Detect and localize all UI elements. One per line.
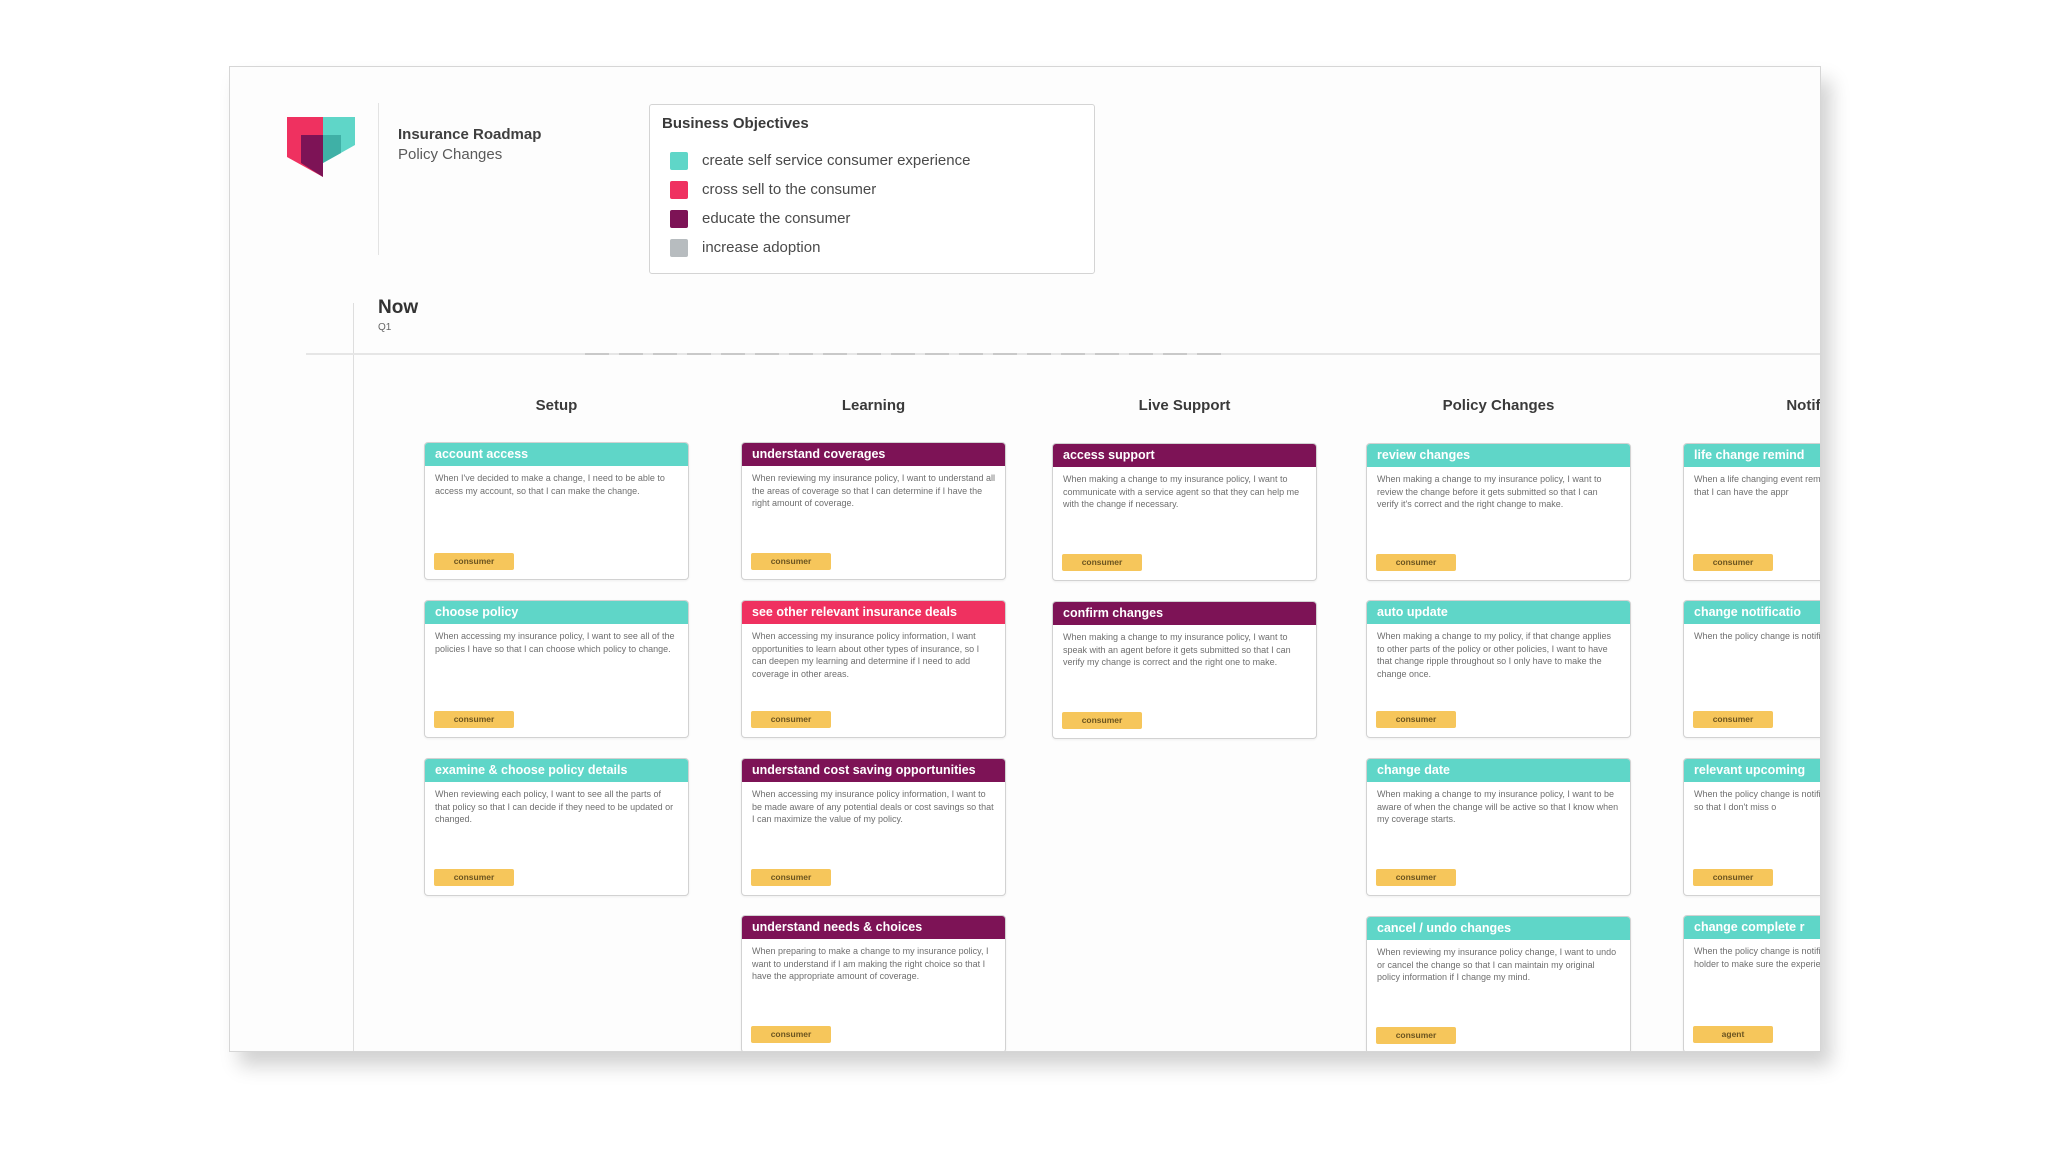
persona-tag[interactable]: consumer: [1376, 1027, 1456, 1044]
story-card-title: relevant upcoming: [1684, 759, 1820, 782]
objective-label: create self service consumer experience: [702, 152, 971, 169]
objective-swatch: [670, 209, 688, 228]
story-card-body: When making a change to my insurance pol…: [1063, 474, 1300, 509]
story-card-title: auto update: [1367, 601, 1630, 624]
persona-tag[interactable]: consumer: [1693, 554, 1773, 571]
story-card-body: When preparing to make a change to my in…: [752, 946, 989, 981]
story-card[interactable]: examine & choose policy details When rev…: [424, 758, 689, 896]
story-card[interactable]: account access When I've decided to make…: [424, 442, 689, 580]
story-card-body: When reviewing each policy, I want to se…: [435, 789, 674, 824]
persona-tag[interactable]: consumer: [1062, 554, 1142, 571]
story-card-body: When the policy change is notified of an…: [1694, 789, 1821, 812]
story-card-title: access support: [1053, 444, 1316, 467]
persona-tag[interactable]: consumer: [434, 869, 514, 886]
persona-tag[interactable]: consumer: [434, 553, 514, 570]
story-card-title: choose policy: [425, 601, 688, 624]
story-card-title: life change remind: [1684, 444, 1820, 467]
story-card-body: When a life changing event remember to m…: [1694, 474, 1821, 497]
story-card[interactable]: change date When making a change to my i…: [1366, 758, 1631, 896]
objective-item[interactable]: educate the consumer: [662, 204, 1082, 233]
story-card-body: When making a change to my policy, if th…: [1377, 631, 1611, 679]
story-card-body: When making a change to my insurance pol…: [1377, 474, 1602, 509]
release-dashed-divider: [585, 353, 1225, 355]
persona-tag[interactable]: consumer: [1376, 711, 1456, 728]
story-card[interactable]: change complete r When the policy change…: [1683, 915, 1821, 1051]
persona-tag[interactable]: consumer: [751, 553, 831, 570]
story-card[interactable]: understand coverages When reviewing my i…: [741, 442, 1006, 580]
objective-swatch: [670, 238, 688, 257]
story-card[interactable]: confirm changes When making a change to …: [1052, 601, 1317, 739]
story-card[interactable]: understand needs & choices When preparin…: [741, 915, 1006, 1051]
column-header-learning[interactable]: Learning: [841, 397, 906, 414]
roadmap-title-block: Insurance Roadmap Policy Changes: [398, 125, 541, 165]
story-card[interactable]: auto update When making a change to my p…: [1366, 600, 1631, 738]
release-subtitle: Q1: [378, 322, 392, 333]
column-header-setup[interactable]: Setup: [535, 397, 578, 414]
story-card[interactable]: change notificatio When the policy chang…: [1683, 600, 1821, 738]
story-card[interactable]: understand cost saving opportunities Whe…: [741, 758, 1006, 896]
story-card[interactable]: see other relevant insurance deals When …: [741, 600, 1006, 738]
persona-tag[interactable]: consumer: [1693, 869, 1773, 886]
column-header-live-support[interactable]: Live Support: [1138, 397, 1231, 414]
story-card[interactable]: life change remind When a life changing …: [1683, 443, 1821, 581]
story-card-title: review changes: [1367, 444, 1630, 467]
story-card-body: When I've decided to make a change, I ne…: [435, 473, 665, 496]
story-card-body: When reviewing my insurance policy, I wa…: [752, 473, 995, 508]
story-card-title: account access: [425, 443, 688, 466]
persona-tag[interactable]: consumer: [1062, 712, 1142, 729]
roadmap-canvas[interactable]: Insurance Roadmap Policy Changes Busines…: [229, 66, 1821, 1052]
persona-tag[interactable]: consumer: [434, 711, 514, 728]
story-card-title: understand needs & choices: [742, 916, 1005, 939]
story-card-title: cancel / undo changes: [1367, 917, 1630, 940]
business-objectives-panel: Business Objectives create self service …: [649, 104, 1095, 274]
story-card-title: change notificatio: [1684, 601, 1820, 624]
story-card-title: change date: [1367, 759, 1630, 782]
persona-tag[interactable]: consumer: [1376, 554, 1456, 571]
persona-tag[interactable]: consumer: [751, 1026, 831, 1043]
objective-swatch: [670, 151, 688, 170]
story-card-title: understand cost saving opportunities: [742, 759, 1005, 782]
story-card-title: examine & choose policy details: [425, 759, 688, 782]
objective-label: increase adoption: [702, 239, 821, 256]
story-card-body: When accessing my insurance policy infor…: [752, 789, 994, 824]
persona-tag[interactable]: consumer: [1376, 869, 1456, 886]
story-card-title: understand coverages: [742, 443, 1005, 466]
persona-tag[interactable]: agent: [1693, 1026, 1773, 1043]
story-card-body: When the policy change is notified so th…: [1694, 631, 1821, 641]
story-card-title: confirm changes: [1053, 602, 1316, 625]
story-card-body: When accessing my insurance policy infor…: [752, 631, 980, 679]
roadmap-subtitle: Policy Changes: [398, 146, 503, 163]
objective-label: cross sell to the consumer: [702, 181, 877, 198]
story-card-body: When accessing my insurance policy, I wa…: [435, 631, 675, 654]
column-header-policy-changes[interactable]: Policy Changes: [1442, 397, 1555, 414]
objective-item[interactable]: cross sell to the consumer: [662, 175, 1082, 204]
column-header-notifications[interactable]: Notific: [1786, 397, 1821, 414]
story-card-body: When making a change to my insurance pol…: [1377, 789, 1619, 824]
story-card-body: When the policy change is notified immed…: [1694, 946, 1821, 969]
story-card-title: change complete r: [1684, 916, 1820, 939]
persona-tag[interactable]: consumer: [751, 711, 831, 728]
release-title: Now: [378, 297, 419, 318]
story-card-title: see other relevant insurance deals: [742, 601, 1005, 624]
persona-tag[interactable]: consumer: [1693, 711, 1773, 728]
roadmap-title: Insurance Roadmap: [398, 126, 542, 143]
persona-tag[interactable]: consumer: [751, 869, 831, 886]
story-card[interactable]: cancel / undo changes When reviewing my …: [1366, 916, 1631, 1051]
objective-item[interactable]: increase adoption: [662, 233, 1082, 262]
story-card[interactable]: review changes When making a change to m…: [1366, 443, 1631, 581]
app-logo-icon: [287, 117, 355, 177]
story-card-body: When making a change to my insurance pol…: [1063, 632, 1291, 667]
objective-label: educate the consumer: [702, 210, 851, 227]
objectives-title: Business Objectives: [662, 115, 809, 132]
story-card[interactable]: choose policy When accessing my insuranc…: [424, 600, 689, 738]
story-card[interactable]: relevant upcoming When the policy change…: [1683, 758, 1821, 896]
header-divider: [378, 103, 379, 255]
objective-item[interactable]: create self service consumer experience: [662, 146, 1082, 175]
story-card-body: When reviewing my insurance policy chang…: [1377, 947, 1617, 982]
story-card[interactable]: access support When making a change to m…: [1052, 443, 1317, 581]
release-timeline-line: [353, 303, 354, 1051]
objective-swatch: [670, 180, 688, 199]
